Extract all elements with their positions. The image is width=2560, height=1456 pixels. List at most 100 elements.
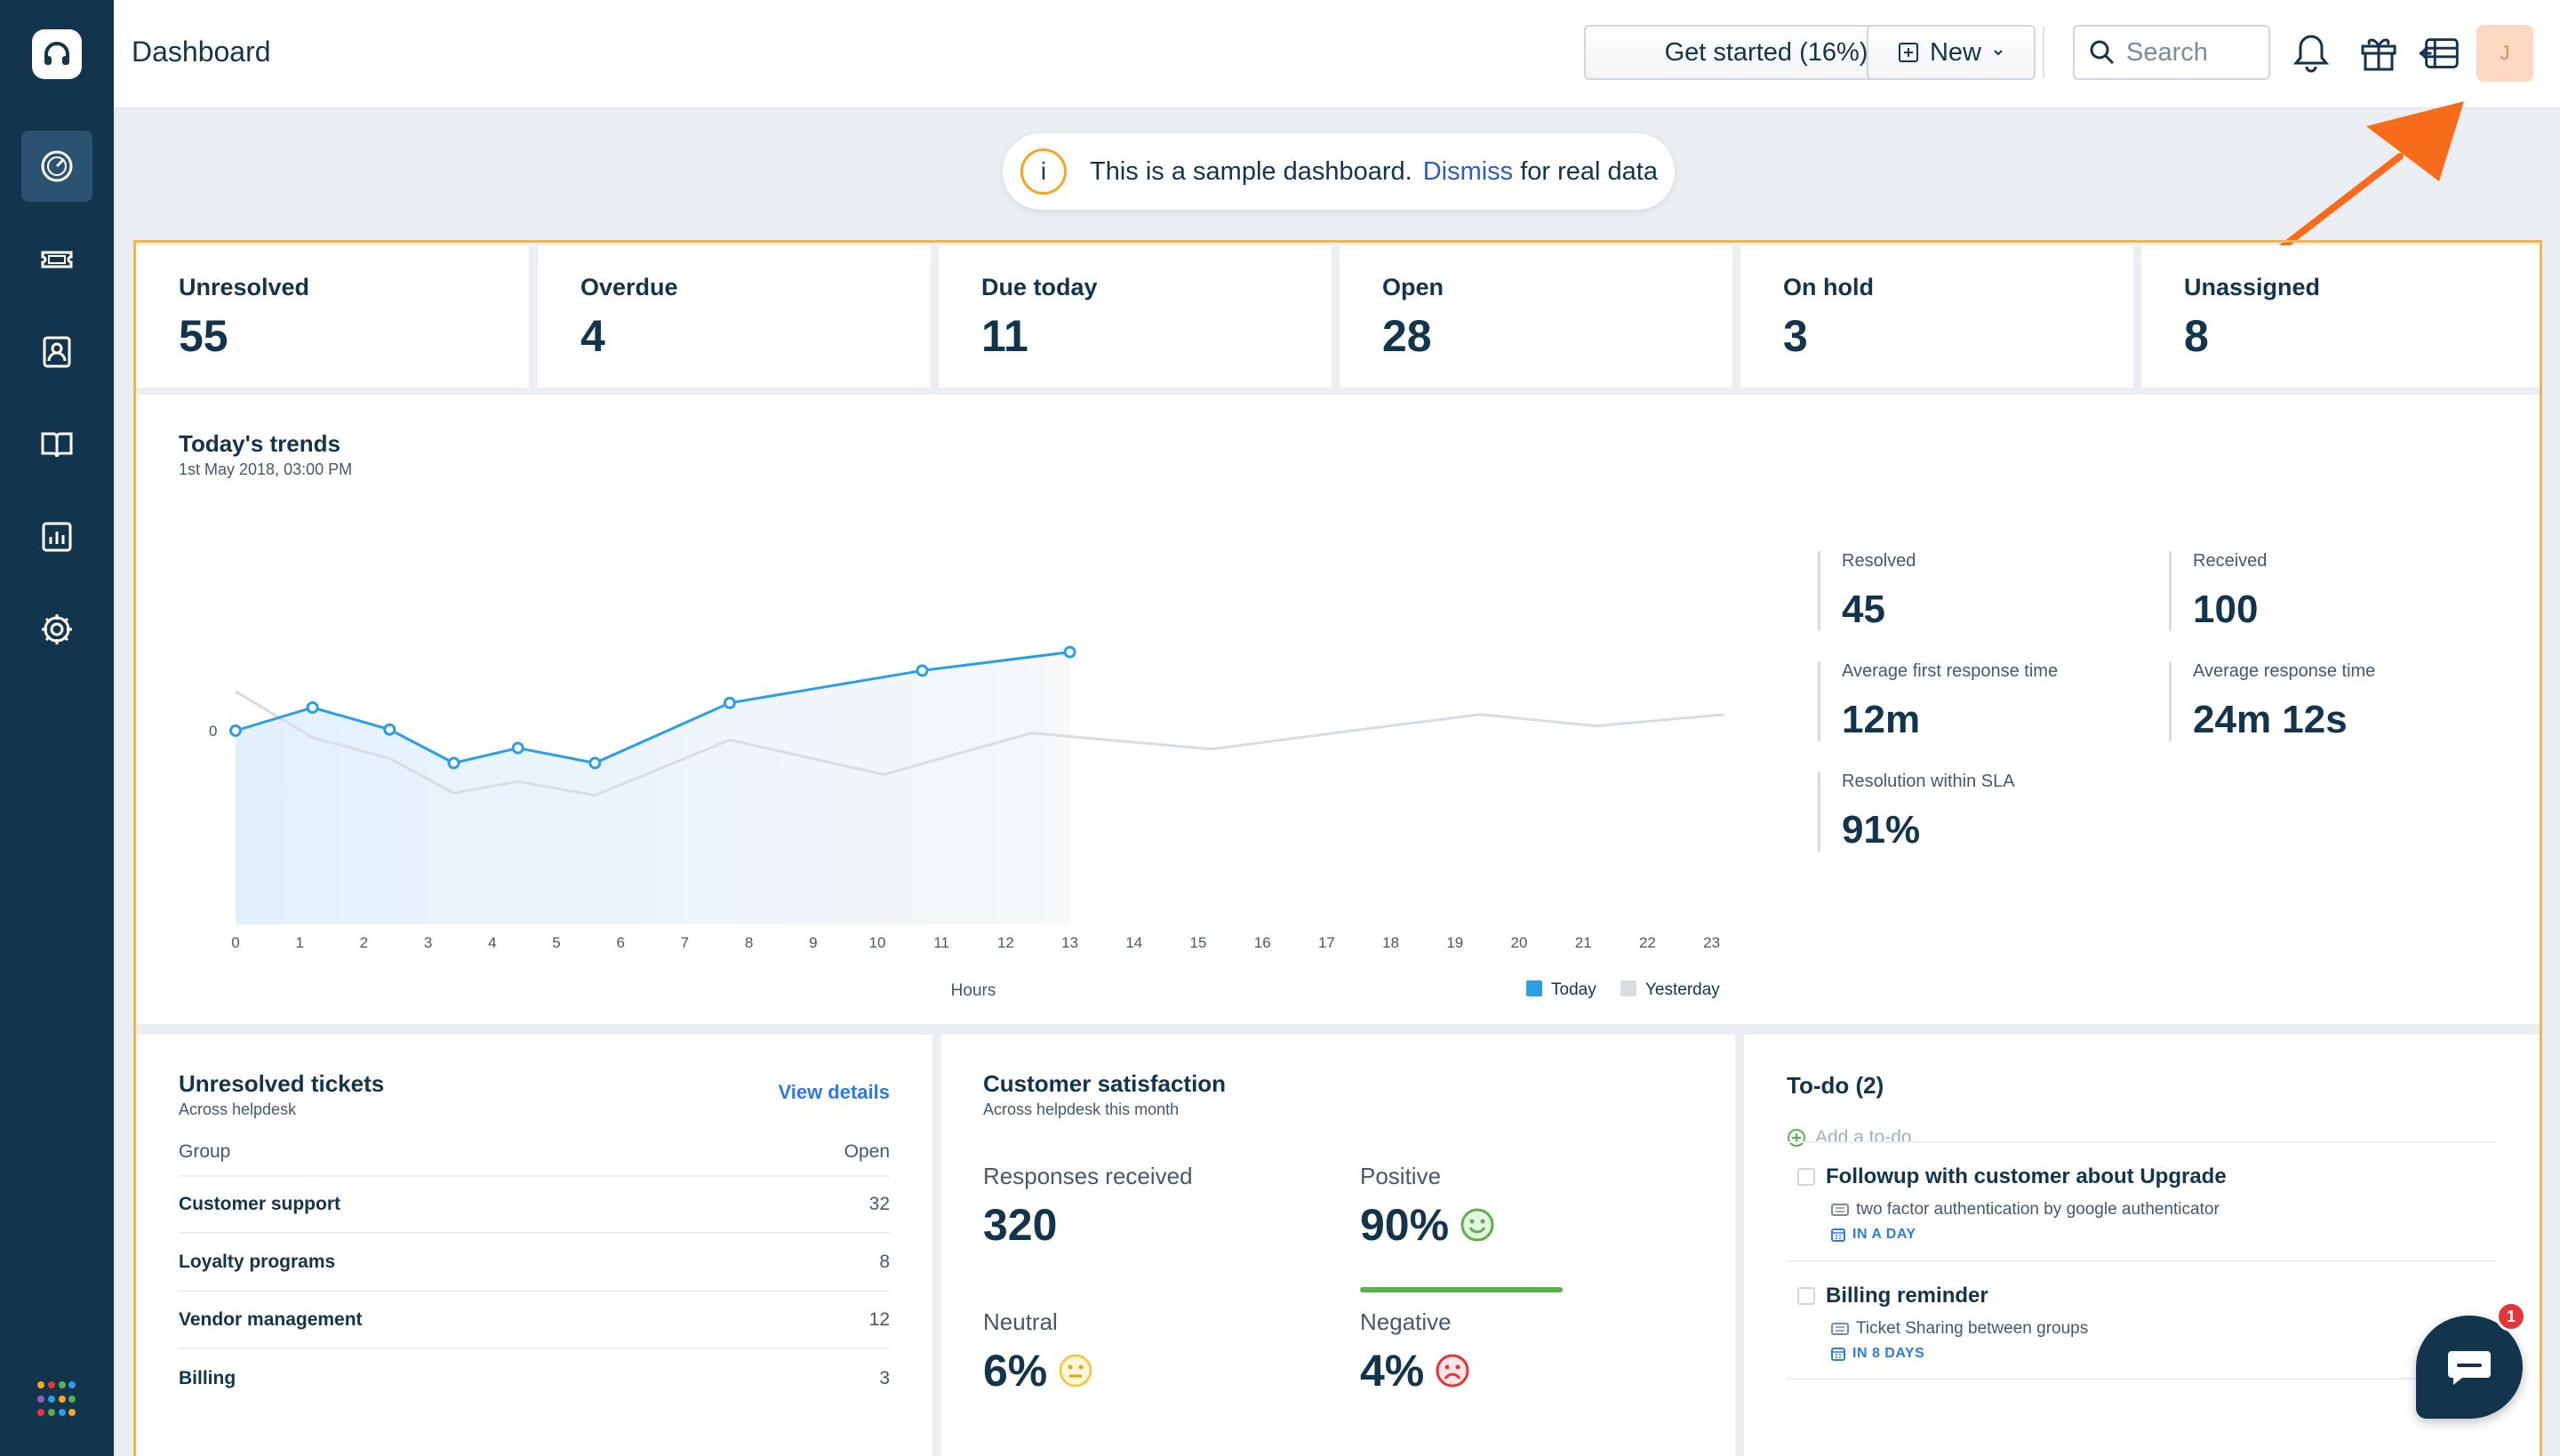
freshdesk-logo-icon[interactable]	[32, 29, 82, 79]
stat-card-open[interactable]: Open 28	[1340, 245, 1732, 388]
stat-card-unassigned[interactable]: Unassigned 8	[2141, 245, 2540, 388]
gear-icon	[42, 614, 72, 644]
row-group: Billing	[179, 1368, 236, 1388]
metric-resolved: Resolved 45	[1818, 551, 1916, 631]
sidebar-item-solutions[interactable]	[21, 409, 92, 480]
x-tick-label: 4	[488, 934, 496, 951]
stat-label: Due today	[981, 274, 1098, 300]
new-button-label: New	[1929, 37, 1981, 67]
sidebar-item-dashboard[interactable]	[21, 131, 92, 202]
stat-label: Unresolved	[179, 274, 310, 300]
today-data-point	[723, 696, 736, 709]
stat-label: Unassigned	[2184, 274, 2321, 300]
dismiss-link[interactable]: Dismiss	[1422, 156, 1514, 186]
stat-card-overdue[interactable]: Overdue 4	[538, 245, 931, 388]
table-row[interactable]: Loyalty programs 8	[179, 1235, 890, 1292]
csat-label: Responses received	[983, 1163, 1193, 1189]
todo-checkbox[interactable]	[1797, 1168, 1815, 1186]
x-tick-label: 20	[1511, 934, 1528, 951]
csat-value: 90%	[1360, 1200, 1450, 1250]
stat-card-unresolved[interactable]: Unresolved 55	[136, 245, 529, 388]
today-data-point	[383, 723, 396, 736]
plus-box-icon	[1898, 43, 1918, 62]
header-divider	[2043, 27, 2044, 78]
table-row[interactable]: Customer support 32	[179, 1177, 890, 1234]
metric-label: Average first response time	[1842, 661, 2059, 681]
table-row[interactable]: Vendor management 12	[179, 1292, 890, 1349]
book-icon	[41, 432, 73, 458]
view-details-link[interactable]: View details	[778, 1081, 890, 1103]
calendar-icon	[1831, 1348, 1845, 1361]
chat-widget-button[interactable]	[2416, 1316, 2523, 1419]
today-data-point	[447, 756, 460, 770]
todo-checkbox[interactable]	[1797, 1287, 1815, 1305]
todo-item[interactable]: Billing reminder Ticket Sharing between …	[1787, 1260, 2497, 1380]
today-data-point	[511, 741, 524, 755]
chat-unread-badge: 1	[2496, 1301, 2526, 1332]
csat-label: Positive	[1360, 1163, 1442, 1189]
metric-value: 100	[2193, 588, 2259, 631]
sidebar-item-admin[interactable]	[21, 594, 92, 665]
table-header: Group Open	[179, 1141, 890, 1177]
todo-due: IN A DAY	[1831, 1227, 1916, 1243]
trends-subtitle: 1st May 2018, 03:00 PM	[179, 460, 353, 478]
todo-item[interactable]: Followup with customer about Upgrade two…	[1787, 1141, 2497, 1260]
stat-value: 11	[981, 311, 1028, 361]
stat-card-on-hold[interactable]: On hold 3	[1740, 245, 2133, 388]
todo-due: IN 8 DAYS	[1831, 1346, 1924, 1362]
dashboard-gauge-icon	[41, 150, 73, 182]
trends-title: Today's trends	[179, 430, 340, 457]
panel-title: Customer satisfaction	[983, 1070, 1227, 1097]
csat-label: Neutral	[983, 1308, 1058, 1335]
search-input[interactable]	[2126, 37, 2260, 68]
search-box[interactable]	[2073, 25, 2270, 80]
sidebar-item-reports[interactable]	[21, 501, 92, 572]
row-group: Vendor management	[179, 1309, 363, 1330]
table-row[interactable]: Billing 3	[179, 1350, 890, 1407]
x-tick-label: 0	[231, 934, 239, 951]
stat-label: On hold	[1783, 274, 1874, 300]
todo-ticket[interactable]: Ticket Sharing between groups	[1831, 1319, 2088, 1339]
metric-value: 12m	[1842, 698, 1921, 741]
new-button[interactable]: New	[1867, 25, 2036, 80]
search-icon	[2090, 40, 2115, 65]
csat-value: 320	[983, 1200, 1058, 1250]
chevron-down-icon	[1994, 50, 2003, 56]
row-open: 3	[879, 1368, 890, 1388]
ticket-icon	[1831, 1204, 1849, 1216]
legend-label: Today	[1551, 980, 1596, 999]
x-tick-label: 9	[809, 934, 817, 951]
x-tick-label: 3	[424, 934, 432, 951]
today-data-point	[306, 701, 319, 714]
orange-arrow-annotation	[2272, 101, 2464, 256]
x-tick-label: 2	[360, 934, 368, 951]
todo-ticket[interactable]: two factor authentication by google auth…	[1831, 1200, 2220, 1220]
sample-dashboard-notice: i This is a sample dashboard. Dismiss fo…	[1003, 133, 1675, 210]
notice-text: This is a sample dashboard.	[1090, 156, 1412, 186]
notifications-bell-icon[interactable]	[2288, 30, 2334, 76]
todo-ticket-label: Ticket Sharing between groups	[1856, 1319, 2089, 1338]
sidebar-item-contacts[interactable]	[21, 316, 92, 388]
x-tick-label: 15	[1190, 934, 1207, 951]
ticket-icon	[41, 251, 73, 268]
x-tick-label: 23	[1703, 934, 1720, 951]
calendar-icon	[1831, 1228, 1845, 1242]
csat-negative: Negative 4%	[1360, 1308, 1470, 1396]
csat-value-row: 4%	[1360, 1345, 1470, 1396]
todo-title: Billing reminder	[1826, 1284, 1988, 1308]
row-open: 32	[868, 1194, 890, 1214]
app-switcher-icon[interactable]	[2418, 30, 2464, 76]
csat-positive: Positive 90%	[1360, 1163, 1563, 1292]
todo-title: Followup with customer about Upgrade	[1826, 1164, 2227, 1188]
x-tick-label: 17	[1318, 934, 1335, 951]
contacts-icon	[43, 336, 71, 368]
sad-face-icon	[1436, 1354, 1469, 1388]
today-area	[236, 652, 1070, 924]
todo-due-label: IN 8 DAYS	[1852, 1346, 1925, 1361]
apps-grid-icon[interactable]	[37, 1381, 76, 1420]
gift-icon[interactable]	[2356, 30, 2402, 76]
stat-card-due-today[interactable]: Due today 11	[939, 245, 1332, 388]
sidebar-item-tickets[interactable]	[21, 224, 92, 295]
metric-label: Received	[2193, 551, 2268, 571]
user-avatar[interactable]: J	[2476, 25, 2533, 82]
